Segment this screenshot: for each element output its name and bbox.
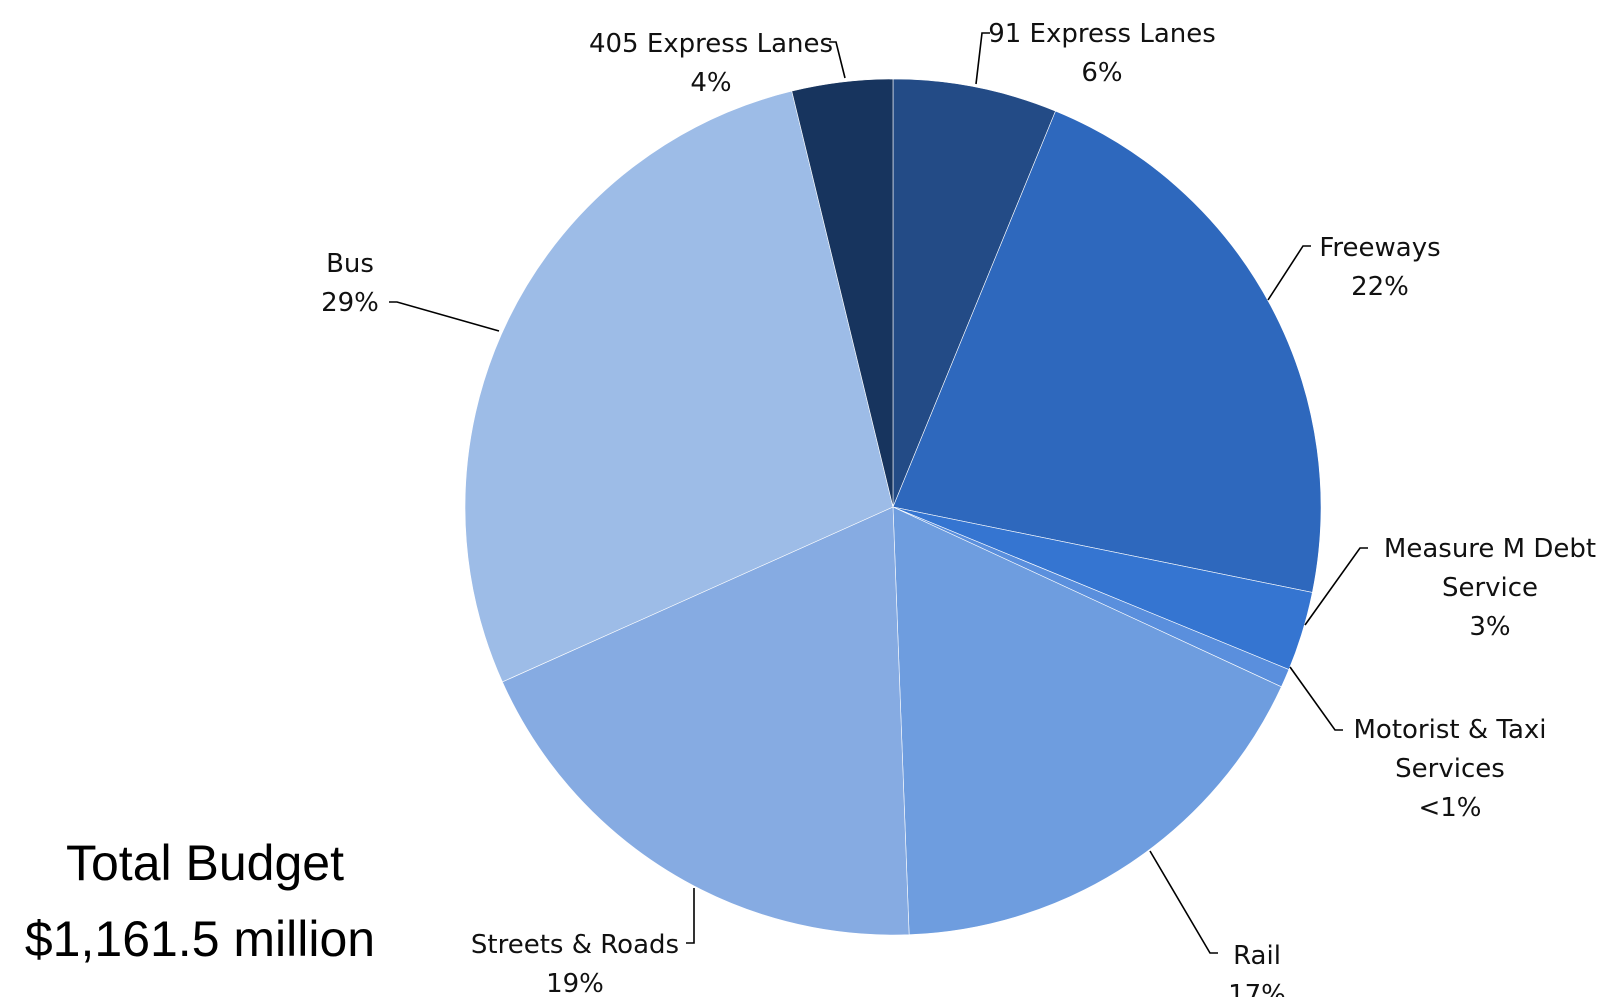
pie-slice (791, 78, 894, 508)
slice-name-label: Freeways (1319, 233, 1440, 263)
leader-line (1304, 547, 1368, 626)
slice-name-label: Bus (326, 249, 374, 279)
leader-line (686, 888, 695, 944)
total-budget-title: Total Budget (66, 835, 344, 891)
pie-slice (892, 506, 1282, 936)
slice-percent-label: <1% (1418, 793, 1481, 823)
leader-lines (389, 32, 1368, 954)
slice-name-label: Measure M Debt (1384, 534, 1596, 564)
leader-line (829, 41, 846, 79)
slice-name-label: Service (1442, 573, 1538, 603)
pie-slices (464, 78, 1322, 936)
slice-name-label: Motorist & Taxi (1353, 715, 1546, 745)
slice-percent-label: 3% (1469, 612, 1510, 642)
slice-percent-label: 29% (321, 288, 379, 318)
slice-name-label: 91 Express Lanes (988, 19, 1216, 49)
slice-percent-label: 19% (546, 969, 604, 997)
leader-line (1267, 245, 1311, 301)
slice-name-label: Streets & Roads (471, 930, 679, 960)
pie-slice (501, 506, 910, 936)
slice-percent-label: 4% (690, 68, 731, 98)
leader-line (389, 301, 500, 332)
total-budget-amount: $1,161.5 million (25, 911, 375, 967)
slice-percent-label: 17% (1228, 980, 1286, 997)
slice-name-label: Rail (1233, 941, 1281, 971)
slice-name-label: Services (1395, 754, 1505, 784)
leader-line (1149, 850, 1218, 954)
leader-line (975, 32, 990, 85)
leader-line (1289, 666, 1343, 731)
slice-percent-label: 22% (1351, 272, 1409, 302)
slice-percent-label: 6% (1081, 58, 1122, 88)
pie-slice (892, 78, 1056, 508)
pie-slice (892, 110, 1322, 593)
slice-name-label: 405 Express Lanes (589, 29, 833, 59)
pie-slice (464, 90, 894, 683)
